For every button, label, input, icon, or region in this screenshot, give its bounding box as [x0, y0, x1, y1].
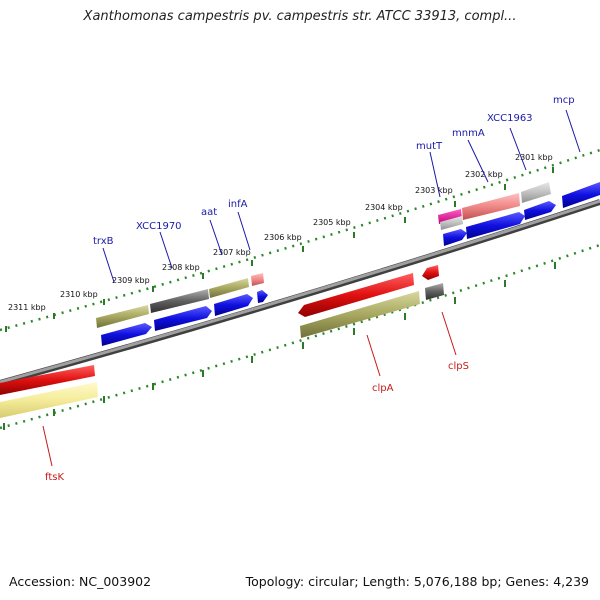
cds-arrow-reverse[interactable] [298, 273, 414, 317]
scale-labels: 2301 kbp 2302 kbp 2303 kbp 2304 kbp 2305… [8, 153, 553, 312]
kbp-label-2307: 2307 kbp [213, 248, 251, 257]
gene-feature[interactable] [0, 382, 98, 418]
gene-feature[interactable] [251, 273, 264, 286]
map-title: Xanthomonas campestris pv. campestris st… [83, 9, 517, 24]
gene-label-mnma[interactable]: mnmA [452, 128, 485, 139]
cds-arrow-reverse[interactable] [0, 365, 95, 395]
gene-feature[interactable] [209, 278, 249, 298]
kbp-label-2303: 2303 kbp [415, 186, 453, 195]
scale-track-upper [0, 148, 600, 332]
gene-label-mutt[interactable]: mutT [416, 141, 443, 152]
reverse-gene-track [0, 283, 444, 418]
cds-arrow[interactable] [524, 201, 556, 220]
gene-feature[interactable] [425, 283, 444, 300]
kbp-label-2309: 2309 kbp [112, 276, 150, 285]
genome-stats-text: Topology: circular; Length: 5,076,188 bp… [245, 574, 589, 589]
gene-labels: mcp XCC1963 mnmA mutT infA aat XCC1970 t… [45, 95, 575, 483]
cds-arrow[interactable] [466, 212, 525, 239]
cds-arrow[interactable] [214, 294, 253, 316]
kbp-label-2308: 2308 kbp [162, 263, 200, 272]
gene-label-clpa[interactable]: clpA [372, 383, 394, 394]
gene-label-mcp[interactable]: mcp [553, 95, 575, 106]
cds-arrow[interactable] [257, 290, 268, 303]
cds-arrow-reverse[interactable] [422, 265, 439, 280]
gene-feature[interactable] [440, 216, 463, 230]
gene-feature[interactable] [462, 193, 520, 220]
gene-label-aat[interactable]: aat [201, 207, 217, 218]
gene-feature[interactable] [521, 182, 551, 203]
cds-arrow[interactable] [443, 229, 467, 246]
label-leaders [42, 109, 581, 467]
gene-label-ftsk[interactable]: ftsK [45, 472, 64, 483]
gene-label-xcc1963[interactable]: XCC1963 [487, 113, 533, 124]
cds-arrow[interactable] [101, 323, 152, 346]
gene-label-infa[interactable]: infA [228, 199, 248, 210]
gene-label-trxb[interactable]: trxB [93, 236, 114, 247]
kbp-label-2306: 2306 kbp [264, 233, 302, 242]
reverse-cds-track [0, 265, 439, 395]
cds-arrow[interactable] [562, 182, 600, 208]
kbp-label-2302: 2302 kbp [465, 170, 503, 179]
scale-ticks-upper [5, 167, 554, 332]
gene-feature[interactable] [150, 289, 209, 313]
gene-label-clps[interactable]: clpS [448, 361, 469, 372]
gene-feature[interactable] [96, 305, 149, 328]
scale-track-lower [0, 243, 600, 430]
kbp-label-2311: 2311 kbp [8, 303, 46, 312]
gene-feature[interactable] [300, 291, 420, 338]
kbp-label-2304: 2304 kbp [365, 203, 403, 212]
scale-ticks-lower [3, 262, 556, 430]
accession-text: Accession: NC_003902 [9, 574, 152, 589]
kbp-label-2310: 2310 kbp [60, 290, 98, 299]
forward-cds-track [101, 182, 600, 346]
cds-arrow[interactable] [154, 306, 212, 331]
gene-label-xcc1970[interactable]: XCC1970 [136, 221, 182, 232]
kbp-label-2305: 2305 kbp [313, 218, 351, 227]
forward-gene-track [96, 182, 551, 328]
kbp-label-2301: 2301 kbp [515, 153, 553, 162]
